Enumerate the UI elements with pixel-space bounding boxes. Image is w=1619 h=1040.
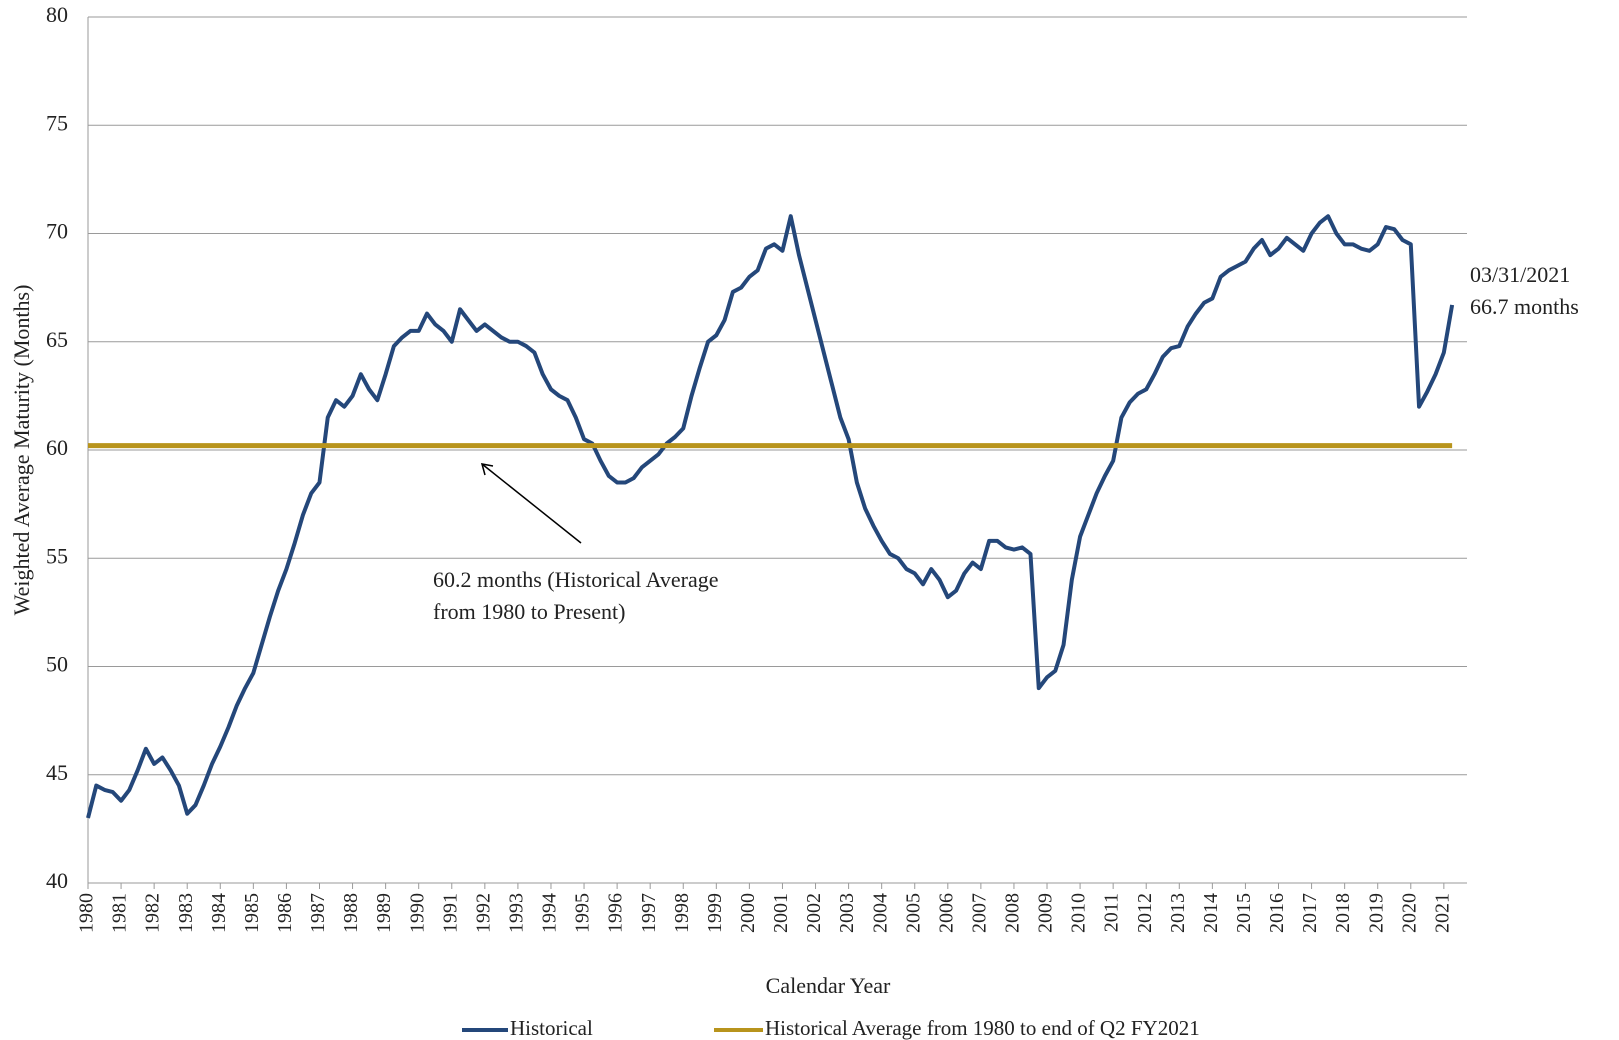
x-tick-label: 1980 — [76, 893, 98, 933]
x-tick-label: 1991 — [439, 893, 461, 933]
x-tick-label: 2016 — [1266, 893, 1288, 933]
x-tick-label: 1984 — [208, 893, 230, 933]
y-tick-label: 60 — [46, 435, 68, 460]
annotation: 60.2 months (Historical Average — [433, 567, 719, 592]
x-tick-label: 2004 — [869, 893, 891, 933]
legend-label: Historical Average from 1980 to end of Q… — [765, 1016, 1200, 1040]
x-tick-label: 1993 — [505, 893, 527, 933]
x-tick-label: 2006 — [935, 893, 957, 933]
x-tick-label: 1998 — [671, 893, 693, 933]
x-tick-label: 2007 — [968, 893, 990, 933]
y-tick-label: 70 — [46, 219, 68, 244]
x-tick-label: 1995 — [572, 893, 594, 933]
x-tick-label: 1997 — [638, 893, 660, 933]
x-tick-label: 1996 — [605, 893, 627, 933]
x-tick-label: 1989 — [373, 893, 395, 933]
y-tick-label: 65 — [46, 327, 68, 352]
x-tick-label: 2005 — [902, 893, 924, 933]
y-axis-label: Weighted Average Maturity (Months) — [9, 285, 34, 616]
x-tick-label: 2011 — [1101, 893, 1123, 932]
x-tick-label: 2009 — [1035, 893, 1057, 933]
x-axis-label: Calendar Year — [766, 973, 891, 998]
x-tick-label: 2002 — [803, 893, 825, 933]
x-tick-label: 1990 — [406, 893, 428, 933]
line-series — [86, 214, 1455, 819]
x-tick-label: 1987 — [307, 893, 329, 933]
x-tick-label: 1981 — [109, 893, 131, 933]
x-tick-label: 1992 — [472, 893, 494, 933]
arrow-head — [480, 463, 494, 476]
legend-label: Historical — [510, 1016, 593, 1040]
annotation: 03/31/2021 — [1470, 262, 1570, 287]
y-tick-label: 80 — [46, 2, 68, 27]
x-tick-label: 1999 — [704, 893, 726, 933]
x-tick-label: 1985 — [241, 893, 263, 933]
x-tick-label: 2014 — [1200, 893, 1222, 933]
x-tick-label: 2019 — [1365, 893, 1387, 933]
y-tick-label: 50 — [46, 652, 68, 677]
y-tick-label: 55 — [46, 543, 68, 568]
x-tick-label: 1986 — [274, 893, 296, 933]
x-tick-label: 1994 — [539, 893, 561, 933]
x-tick-label: 2017 — [1299, 893, 1321, 933]
x-tick-label: 2010 — [1068, 893, 1090, 933]
x-tick-label: 2021 — [1431, 893, 1453, 933]
x-tick-label: 2000 — [737, 893, 759, 933]
y-tick-label: 40 — [46, 868, 68, 893]
x-tick-label: 2020 — [1398, 893, 1420, 933]
x-tick-label: 2012 — [1134, 893, 1156, 933]
annotation: 66.7 months — [1470, 294, 1579, 319]
y-tick-label: 45 — [46, 760, 68, 785]
x-tick-label: 1982 — [142, 893, 164, 933]
annotation-arrow — [481, 463, 582, 544]
annotation: from 1980 to Present) — [433, 599, 625, 624]
x-tick-label: 1988 — [340, 893, 362, 933]
x-tick-label: 2008 — [1002, 893, 1024, 933]
x-tick-label: 2018 — [1332, 893, 1354, 933]
x-tick-label: 2003 — [836, 893, 858, 933]
y-tick-label: 75 — [46, 110, 68, 135]
x-tick-label: 2015 — [1233, 893, 1255, 933]
x-tick-label: 2001 — [770, 893, 792, 933]
x-tick-label: 2013 — [1167, 893, 1189, 933]
x-tick-label: 1983 — [175, 893, 197, 933]
